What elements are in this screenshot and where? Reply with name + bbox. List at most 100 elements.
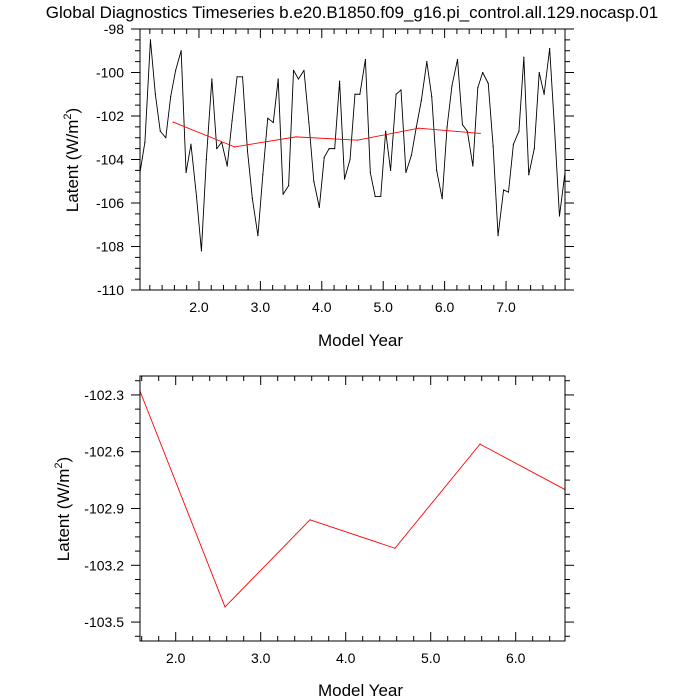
top-series-0-point [149, 39, 152, 41]
top-series-0-point [246, 150, 249, 152]
top-series-0-point [543, 93, 545, 95]
bottom-y-tick-label: -103.5 [84, 614, 124, 630]
top-series-0-point [195, 195, 198, 198]
top-series-0-point [343, 178, 346, 180]
bottom-y-tick-label: -103.2 [84, 557, 124, 573]
top-series-0-point [216, 148, 218, 150]
top-series-0-point [272, 121, 274, 124]
top-series-0-point [466, 130, 468, 132]
top-series-0-point [461, 124, 464, 126]
top-series-0-point [528, 174, 530, 176]
top-x-tick-label: 3.0 [251, 299, 271, 315]
bottom-series-0-point [479, 443, 481, 445]
bottom-series-line-0 [139, 390, 566, 608]
bottom-y-tick-label: -102.6 [84, 444, 124, 460]
top-series-0-point [175, 69, 177, 71]
top-series-0-point [282, 193, 284, 195]
top-series-0-point [180, 50, 182, 52]
top-series-0-point [354, 93, 356, 95]
top-series-0-point [262, 174, 264, 176]
bottom-x-tick-label: 5.0 [421, 650, 441, 666]
top-series-0-point [154, 93, 156, 95]
top-series-0-point [205, 158, 207, 161]
top-series-0-point [292, 69, 295, 71]
top-series-0-point [405, 171, 407, 174]
top-series-0-point [538, 71, 540, 74]
top-y-tick-label: -106 [96, 195, 124, 211]
top-plot-frame [139, 28, 566, 291]
top-series-0-point [477, 87, 479, 89]
top-series-0-point [446, 126, 448, 128]
top-series-0-point [241, 76, 244, 78]
top-series-0-point [380, 195, 382, 198]
bottom-panel: 2.0 3.0 4.0 5.0 6.0 -103.5 -103.2 -102.9 -102.6 -… [53, 375, 574, 700]
bottom-y-axis-label: Latent (W/m2) [53, 457, 73, 561]
top-series-0-point [518, 130, 520, 132]
top-series-0-point [523, 56, 525, 58]
top-series-0-point [410, 154, 413, 156]
bottom-y-tick-label: -102.3 [84, 387, 124, 403]
top-series-1-point [356, 139, 359, 141]
top-series-0-point [420, 100, 422, 102]
top-series-0-point [400, 89, 402, 91]
top-series-0-point [277, 78, 279, 80]
top-y-axis-label: Latent (W/m2) [62, 108, 82, 212]
top-series-0-point [359, 93, 361, 95]
bottom-series-0-point [309, 519, 311, 521]
top-y-tick-label: -100 [96, 65, 124, 81]
top-x-axis-label: Model Year [318, 331, 403, 350]
top-x-tick-label: 6.0 [435, 299, 455, 315]
top-series-0-point [369, 171, 371, 174]
top-series-0-point [389, 169, 392, 171]
top-series-0-point [185, 171, 187, 174]
top-series-line-0 [139, 39, 566, 252]
top-series-0-point [165, 137, 167, 139]
top-series-0-point [482, 71, 484, 74]
top-series-line-1 [172, 121, 481, 148]
top-y-tick-label: -110 [97, 282, 124, 298]
bottom-x-tick-label: 2.0 [166, 650, 186, 666]
top-series-0-point [502, 189, 505, 191]
top-series-0-point [415, 126, 417, 128]
top-y-tick-label: -102 [96, 108, 124, 124]
bottom-plot-frame [139, 375, 566, 642]
top-series-0-point [472, 165, 474, 167]
figure-title: Global Diagnostics Timeseries b.e20.B185… [46, 3, 658, 22]
top-series-0-point [170, 95, 172, 98]
top-y-tick-label: -108 [96, 239, 124, 255]
top-series-0-point [211, 78, 213, 80]
top-x-tick-label: 7.0 [496, 299, 516, 315]
top-series-0-point [436, 169, 438, 171]
top-series-0-point [549, 47, 551, 50]
top-series-0-point [385, 130, 387, 132]
top-series-1-point [233, 146, 236, 148]
top-x-tick-label: 5.0 [373, 299, 393, 315]
top-series-1-point [418, 127, 420, 129]
top-series-0-point [497, 235, 499, 237]
top-series-0-point [297, 78, 300, 80]
top-y-tick-label: -98 [104, 21, 124, 37]
top-series-0-point [226, 165, 228, 167]
top-series-1-point [172, 121, 174, 123]
top-series-0-point [303, 69, 305, 71]
bottom-x-axis-label: Model Year [318, 681, 403, 700]
top-series-0-point [492, 145, 494, 148]
top-series-0-point [553, 128, 556, 130]
bottom-x-tick-label: 3.0 [251, 650, 271, 666]
bottom-x-tick-label: 6.0 [506, 650, 526, 666]
bottom-series-0-point [224, 606, 226, 608]
top-series-0-point [349, 158, 351, 161]
top-series-0-point [441, 198, 443, 200]
top-series-0-point [159, 130, 161, 132]
top-x-tick-label: 2.0 [189, 299, 209, 315]
top-series-0-point [190, 143, 192, 145]
top-panel: 2.0 3.0 4.0 5.0 6.0 7.0 -110 -108 -106 -104 -102 -1… [62, 21, 574, 350]
top-series-1-point [479, 132, 481, 134]
top-series-0-point [431, 95, 433, 98]
top-series-0-point [231, 119, 233, 121]
bottom-series-0-point [394, 547, 396, 549]
top-series-0-point [318, 206, 320, 208]
top-series-0-point [395, 93, 397, 95]
top-series-0-point [339, 80, 341, 82]
